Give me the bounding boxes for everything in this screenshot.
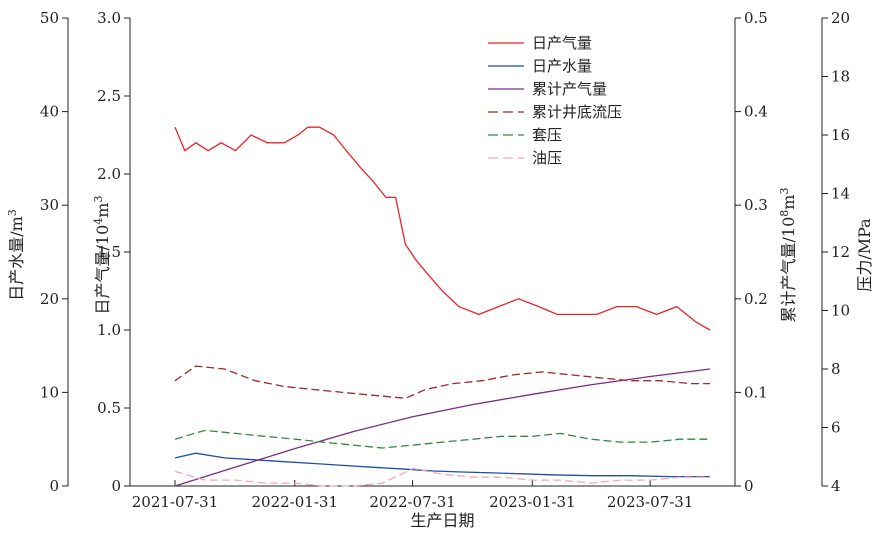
cum-axis-label-part: 3 bbox=[778, 188, 791, 195]
gas-axis-label-part: 3 bbox=[92, 196, 105, 203]
legend-label: 套压 bbox=[532, 126, 562, 144]
cum-tick-label: 0 bbox=[744, 477, 754, 495]
water-tick-label: 30 bbox=[40, 196, 59, 214]
gas-tick-label: 2.5 bbox=[97, 87, 121, 105]
legend-label: 日产气量 bbox=[532, 34, 592, 52]
series-line-5 bbox=[174, 467, 710, 487]
press-tick-label: 6 bbox=[831, 419, 841, 437]
gas-tick-label: 1.0 bbox=[97, 321, 121, 339]
x-tick-label: 2022-07-31 bbox=[369, 493, 455, 511]
x-tick-label: 2023-01-31 bbox=[489, 493, 575, 511]
water-tick-label: 20 bbox=[40, 290, 59, 308]
legend-label: 油压 bbox=[532, 149, 562, 167]
cum-axis-label-part: m bbox=[779, 195, 798, 210]
water-axis-label: 日产水量/m3 bbox=[6, 209, 27, 301]
gas-axis-label-part: m bbox=[93, 203, 112, 218]
cum-tick-label: 0.1 bbox=[744, 383, 768, 401]
series-line-0 bbox=[174, 126, 711, 331]
gas-tick-label: 2.0 bbox=[97, 165, 121, 183]
press-tick-label: 16 bbox=[831, 126, 850, 144]
gas-tick-label: 3.0 bbox=[97, 9, 121, 27]
series-line-4 bbox=[174, 429, 710, 449]
gas-tick-label: 0 bbox=[111, 477, 121, 495]
legend-label: 累计产气量 bbox=[532, 80, 607, 98]
series-layer bbox=[174, 126, 711, 487]
cum-axis-label-part: 累计产气量/10 bbox=[779, 217, 798, 323]
axes: 2021-07-31 2022-01-31 2022-07-31 2023-01-31… bbox=[6, 9, 875, 530]
x-tick-label: 2023-07-31 bbox=[607, 493, 693, 511]
cum-tick-label: 0.2 bbox=[744, 290, 768, 308]
gas-axis-label-part: 日产气量/10 bbox=[93, 225, 112, 315]
press-tick-label: 20 bbox=[831, 9, 850, 27]
gas-axis-label: 日产气量/104m3 bbox=[92, 196, 113, 315]
water-tick-label: 10 bbox=[40, 383, 59, 401]
series-line-1 bbox=[174, 452, 710, 478]
water-tick-label: 50 bbox=[40, 9, 59, 27]
x-tick-label: 2022-01-31 bbox=[252, 493, 338, 511]
gas-tick-label: 1.5 bbox=[97, 243, 121, 261]
series-line-3 bbox=[174, 365, 710, 399]
press-tick-label: 10 bbox=[831, 302, 850, 320]
gas-axis-label-part: 4 bbox=[92, 218, 105, 225]
x-tick-label: 2021-07-31 bbox=[132, 493, 218, 511]
press-tick-label: 4 bbox=[831, 477, 841, 495]
press-axis-label: 压力/MPa bbox=[855, 218, 874, 292]
press-tick-label: 18 bbox=[831, 68, 850, 86]
water-tick-label: 40 bbox=[40, 103, 59, 121]
legend-label: 累计井底流压 bbox=[532, 103, 622, 121]
cum-tick-label: 0.5 bbox=[744, 9, 768, 27]
press-tick-label: 14 bbox=[831, 185, 850, 203]
press-axis-label-part: 压力/MPa bbox=[855, 218, 874, 292]
water-tick-label: 0 bbox=[49, 477, 59, 495]
legend-label: 日产水量 bbox=[532, 57, 592, 75]
press-tick-label: 12 bbox=[831, 243, 850, 261]
cum-tick-label: 0.4 bbox=[744, 103, 768, 121]
series-line-2 bbox=[174, 368, 711, 487]
press-tick-label: 8 bbox=[831, 360, 841, 378]
cum-axis-label-part: 8 bbox=[778, 210, 791, 217]
x-axis-label: 生产日期 bbox=[410, 511, 474, 530]
water-axis-label-part: 日产水量/m bbox=[7, 216, 26, 301]
water-axis-label-part: 3 bbox=[6, 209, 19, 216]
cum-tick-label: 0.3 bbox=[744, 196, 768, 214]
gas-tick-label: 0.5 bbox=[97, 399, 121, 417]
cum-axis-label: 累计产气量/108m3 bbox=[778, 188, 799, 323]
